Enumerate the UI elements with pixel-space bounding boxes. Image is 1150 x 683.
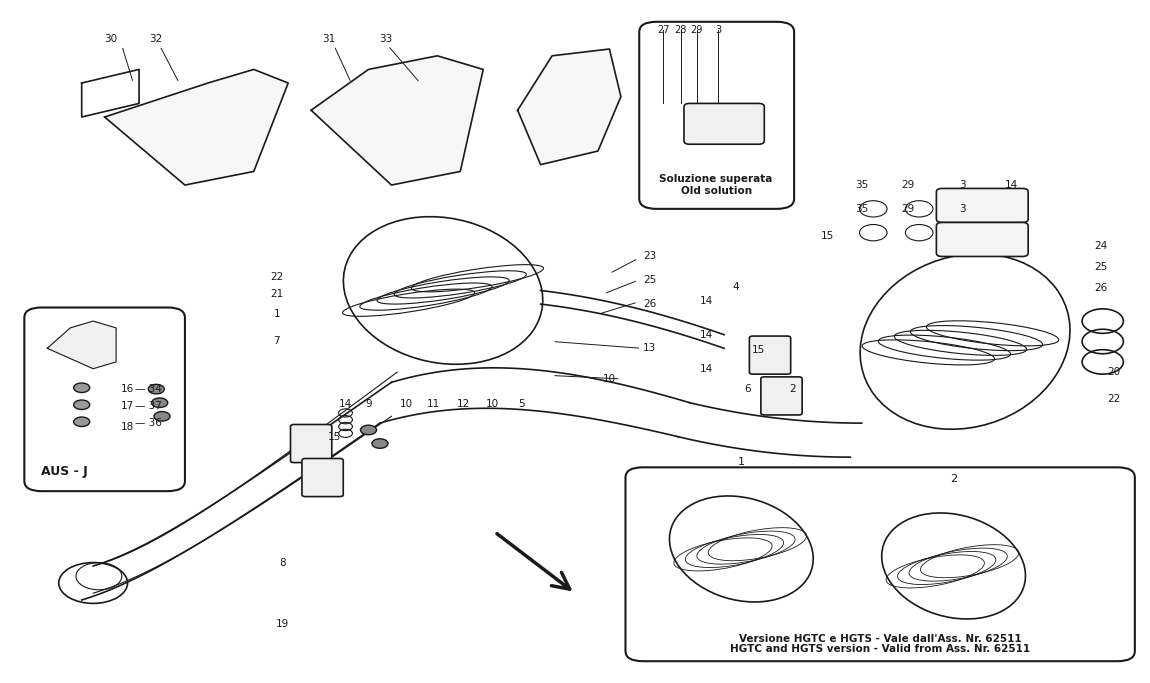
- Text: 14: 14: [700, 330, 713, 339]
- Text: 24: 24: [1094, 241, 1107, 251]
- Text: 30: 30: [104, 33, 117, 44]
- Circle shape: [74, 417, 90, 426]
- Polygon shape: [47, 321, 116, 369]
- Text: 4: 4: [733, 282, 739, 292]
- Text: 7: 7: [274, 337, 281, 346]
- Text: 11: 11: [428, 399, 440, 409]
- Text: — 37: — 37: [136, 401, 162, 411]
- FancyBboxPatch shape: [302, 458, 343, 497]
- Text: 17: 17: [121, 401, 135, 411]
- Text: 27: 27: [657, 25, 669, 36]
- Text: 1: 1: [274, 309, 281, 319]
- Text: 14: 14: [700, 296, 713, 306]
- Text: HGTC and HGTS version - Valid from Ass. Nr. 62511: HGTC and HGTS version - Valid from Ass. …: [730, 644, 1030, 654]
- Text: 10: 10: [603, 374, 616, 384]
- Text: 2: 2: [790, 384, 796, 394]
- Circle shape: [154, 412, 170, 421]
- Text: 8: 8: [279, 557, 285, 568]
- Text: 29: 29: [902, 204, 914, 214]
- Text: 35: 35: [856, 180, 868, 190]
- Text: 14: 14: [339, 399, 352, 409]
- Text: 25: 25: [1094, 262, 1107, 272]
- Text: 14: 14: [700, 364, 713, 374]
- Text: 35: 35: [856, 204, 868, 214]
- Text: 3: 3: [959, 204, 966, 214]
- Text: 13: 13: [643, 344, 657, 353]
- FancyBboxPatch shape: [750, 336, 791, 374]
- Text: 32: 32: [150, 33, 163, 44]
- FancyBboxPatch shape: [639, 22, 795, 209]
- Text: 22: 22: [1107, 394, 1121, 404]
- FancyBboxPatch shape: [291, 425, 332, 462]
- Text: AUS - J: AUS - J: [41, 464, 87, 477]
- Text: 3: 3: [715, 25, 721, 36]
- Text: 29: 29: [902, 180, 914, 190]
- Circle shape: [152, 398, 168, 408]
- Text: 16: 16: [121, 384, 135, 394]
- Text: 18: 18: [121, 421, 135, 432]
- Text: 25: 25: [643, 275, 657, 285]
- Polygon shape: [518, 49, 621, 165]
- Text: 20: 20: [1107, 367, 1121, 377]
- Text: 33: 33: [380, 33, 392, 44]
- Text: 15: 15: [752, 345, 765, 354]
- Text: 15: 15: [821, 231, 834, 241]
- FancyBboxPatch shape: [936, 223, 1028, 257]
- FancyBboxPatch shape: [626, 467, 1135, 661]
- FancyBboxPatch shape: [24, 307, 185, 491]
- Text: 10: 10: [400, 399, 413, 409]
- Text: Versione HGTC e HGTS - Vale dall'Ass. Nr. 62511: Versione HGTC e HGTS - Vale dall'Ass. Nr…: [738, 635, 1021, 644]
- Polygon shape: [105, 70, 289, 185]
- Text: 3: 3: [959, 180, 966, 190]
- Text: 26: 26: [1094, 283, 1107, 294]
- Text: 2: 2: [950, 475, 957, 484]
- Text: 26: 26: [643, 299, 657, 309]
- Text: 9: 9: [366, 399, 371, 409]
- Text: — 36: — 36: [136, 418, 162, 428]
- Text: 22: 22: [270, 272, 283, 282]
- FancyBboxPatch shape: [761, 377, 803, 415]
- Text: 21: 21: [270, 289, 283, 299]
- Text: 14: 14: [1004, 180, 1018, 190]
- Text: 6: 6: [744, 384, 751, 394]
- Text: 1: 1: [738, 458, 745, 467]
- Text: 12: 12: [457, 399, 470, 409]
- Text: 23: 23: [643, 251, 657, 262]
- Circle shape: [371, 438, 388, 448]
- Text: 5: 5: [518, 399, 524, 409]
- Text: 19: 19: [276, 619, 289, 629]
- Circle shape: [148, 385, 164, 394]
- FancyBboxPatch shape: [684, 103, 765, 144]
- Text: 10: 10: [485, 399, 499, 409]
- Text: 15: 15: [328, 432, 340, 442]
- FancyBboxPatch shape: [936, 189, 1028, 223]
- Circle shape: [74, 383, 90, 393]
- Circle shape: [74, 400, 90, 410]
- Text: 28: 28: [674, 25, 687, 36]
- Text: 29: 29: [690, 25, 703, 36]
- Text: — 34: — 34: [136, 384, 162, 394]
- Polygon shape: [312, 56, 483, 185]
- Text: Soluzione superata
Old solution: Soluzione superata Old solution: [659, 174, 773, 196]
- Circle shape: [360, 425, 376, 434]
- Text: 31: 31: [322, 33, 335, 44]
